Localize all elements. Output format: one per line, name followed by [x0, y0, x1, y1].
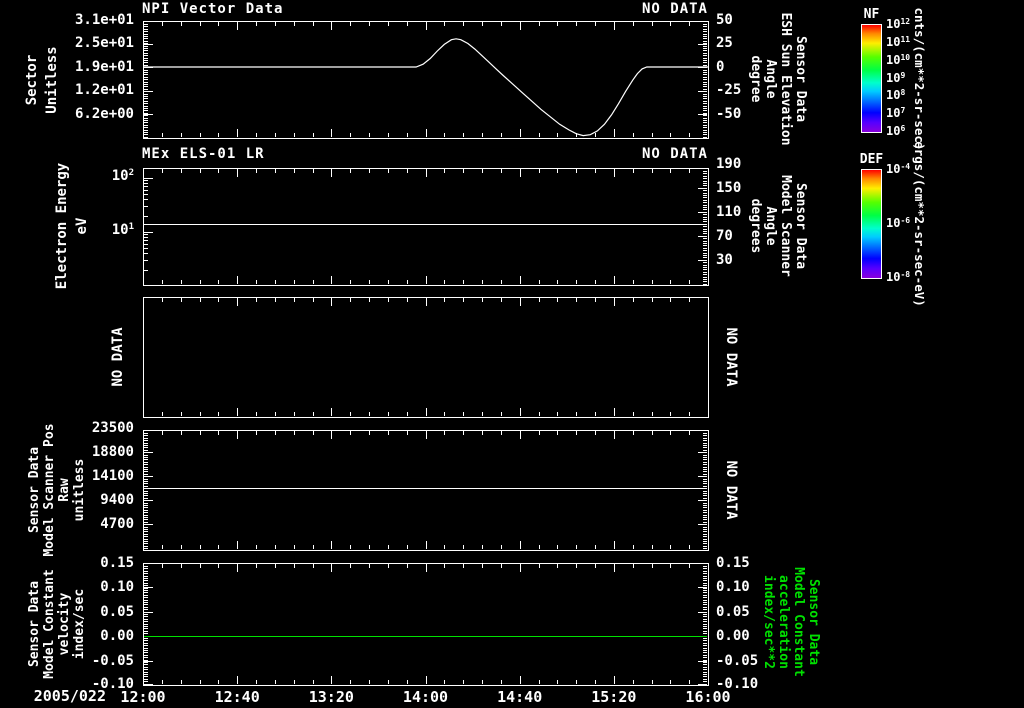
def-colorbar-tick: 10-8: [886, 270, 911, 284]
nf-colorbar-unit-label: cnts/(cm**2-sr-sec): [912, 7, 927, 151]
nf-colorbar-tick: 107: [886, 106, 906, 121]
def-colorbar-tick: 10-6: [886, 216, 911, 230]
panel5-right-tick: -0.10: [716, 676, 759, 692]
panel1-right-tick: 0: [716, 59, 725, 75]
panel4-left-tick: 23500: [91, 420, 134, 436]
panel1-left-tick: 1.9e+01: [74, 59, 134, 75]
panel2-no-data-label: NO DATA: [641, 146, 708, 162]
nf-colorbar-tick: 108: [886, 88, 906, 103]
x-axis-tick: 12:40: [214, 688, 260, 706]
x-axis-tick: 13:20: [308, 688, 354, 706]
panel5-left-axis-label: Sensor Data Model Constant velocity index/s…: [27, 569, 87, 679]
nf-colorbar-tick: 1011: [886, 34, 911, 49]
x-axis-date-label: 2005/022: [33, 687, 106, 705]
panel4-left-tick: 4700: [100, 516, 134, 532]
panel3-right-no-data-label: NO DATA: [723, 327, 739, 387]
panel2-right-tick: 30: [716, 252, 733, 268]
panel1-right-axis-label: Sensor Data ESH Sun Elevation Angle degree: [748, 12, 808, 146]
panel5-right-tick: 0.05: [716, 604, 750, 620]
panel-2-frame: [143, 168, 709, 286]
panel2-left-axis-label: Electron Energy eV: [54, 162, 90, 290]
panel1-left-tick: 2.5e+01: [74, 35, 134, 51]
panel1-left-tick: 6.2e+00: [74, 106, 134, 122]
panel1-no-data-label: NO DATA: [641, 1, 708, 17]
panel5-left-tick: 0.05: [100, 604, 134, 620]
x-axis-tick: 15:20: [591, 688, 637, 706]
panel5-right-tick: -0.05: [716, 653, 759, 669]
x-axis-tick: 14:40: [497, 688, 543, 706]
panel3-left-no-data-label: NO DATA: [110, 327, 126, 387]
panel1-left-axis-label: Sector Unitless: [24, 46, 60, 114]
panel2-left-tick: 102: [111, 168, 134, 184]
panel1-right-tick: -50: [716, 106, 742, 122]
x-axis-tick: 16:00: [685, 688, 731, 706]
data-series: [143, 38, 708, 637]
panel1-right-tick: 50: [716, 12, 733, 28]
panel5-right-axis-label: Sensor Data Model Constant acceleration ind…: [761, 567, 821, 677]
panel2-right-tick: 150: [716, 180, 742, 196]
panel2-title: MEx ELS-01 LR: [142, 146, 265, 162]
panel5-left-tick: -0.05: [91, 653, 134, 669]
panel5-right-tick: 0.10: [716, 579, 750, 595]
def-colorbar: [861, 169, 882, 279]
nf-colorbar-tick: 1010: [886, 52, 911, 67]
def-colorbar-title: DEF: [859, 152, 884, 167]
panel4-left-tick: 14100: [91, 468, 134, 484]
panel4-left-tick: 18800: [91, 444, 134, 460]
def-colorbar-tick: 10-4: [886, 162, 911, 176]
panel2-right-tick: 70: [716, 228, 733, 244]
axis-ticks-and-frames: [143, 21, 881, 686]
panel1-right-tick: 25: [716, 35, 733, 51]
def-colorbar-unit-label: ergs/(cm**2-sr-sec-eV): [912, 141, 927, 307]
panel-4-frame: [143, 430, 709, 551]
nf-colorbar-tick: 106: [886, 124, 906, 138]
nf-colorbar-title: NF: [863, 7, 880, 22]
panel5-left-tick: 0.15: [100, 555, 134, 571]
panel5-left-tick: 0.00: [100, 628, 134, 644]
panel5-right-tick: 0.15: [716, 555, 750, 571]
panel4-left-axis-label: Sensor Data Model Scanner Pos Raw unitless: [27, 423, 87, 557]
panel5-left-tick: -0.10: [91, 676, 134, 692]
nf-colorbar: [861, 24, 882, 133]
panel-3-frame: [143, 297, 709, 418]
panel1-title: NPI Vector Data: [142, 1, 284, 17]
panel2-right-tick: 110: [716, 204, 742, 220]
x-axis-tick: 14:00: [402, 688, 449, 706]
panel2-right-tick: 190: [716, 156, 742, 172]
nf-colorbar-tick: 1012: [886, 17, 911, 31]
panel-5-frame: [143, 563, 709, 686]
esh-sun-elevation-curve: [143, 38, 708, 137]
x-axis-tick: 12:00: [120, 688, 166, 706]
panel4-left-tick: 9400: [100, 492, 134, 508]
panel5-left-tick: 0.10: [100, 579, 134, 595]
panel5-right-tick: 0.00: [716, 628, 750, 644]
panel1-right-tick: -25: [716, 82, 742, 98]
panel1-left-tick: 3.1e+01: [74, 12, 134, 28]
panel2-left-tick: 101: [111, 222, 134, 238]
panel-1-frame: [143, 21, 709, 139]
panel4-right-no-data-label: NO DATA: [723, 460, 739, 520]
panel1-left-tick: 1.2e+01: [74, 82, 134, 98]
nf-colorbar-tick: 109: [886, 70, 906, 85]
panel2-right-axis-label: Sensor Data Model Scanner Angle degrees: [748, 175, 808, 277]
